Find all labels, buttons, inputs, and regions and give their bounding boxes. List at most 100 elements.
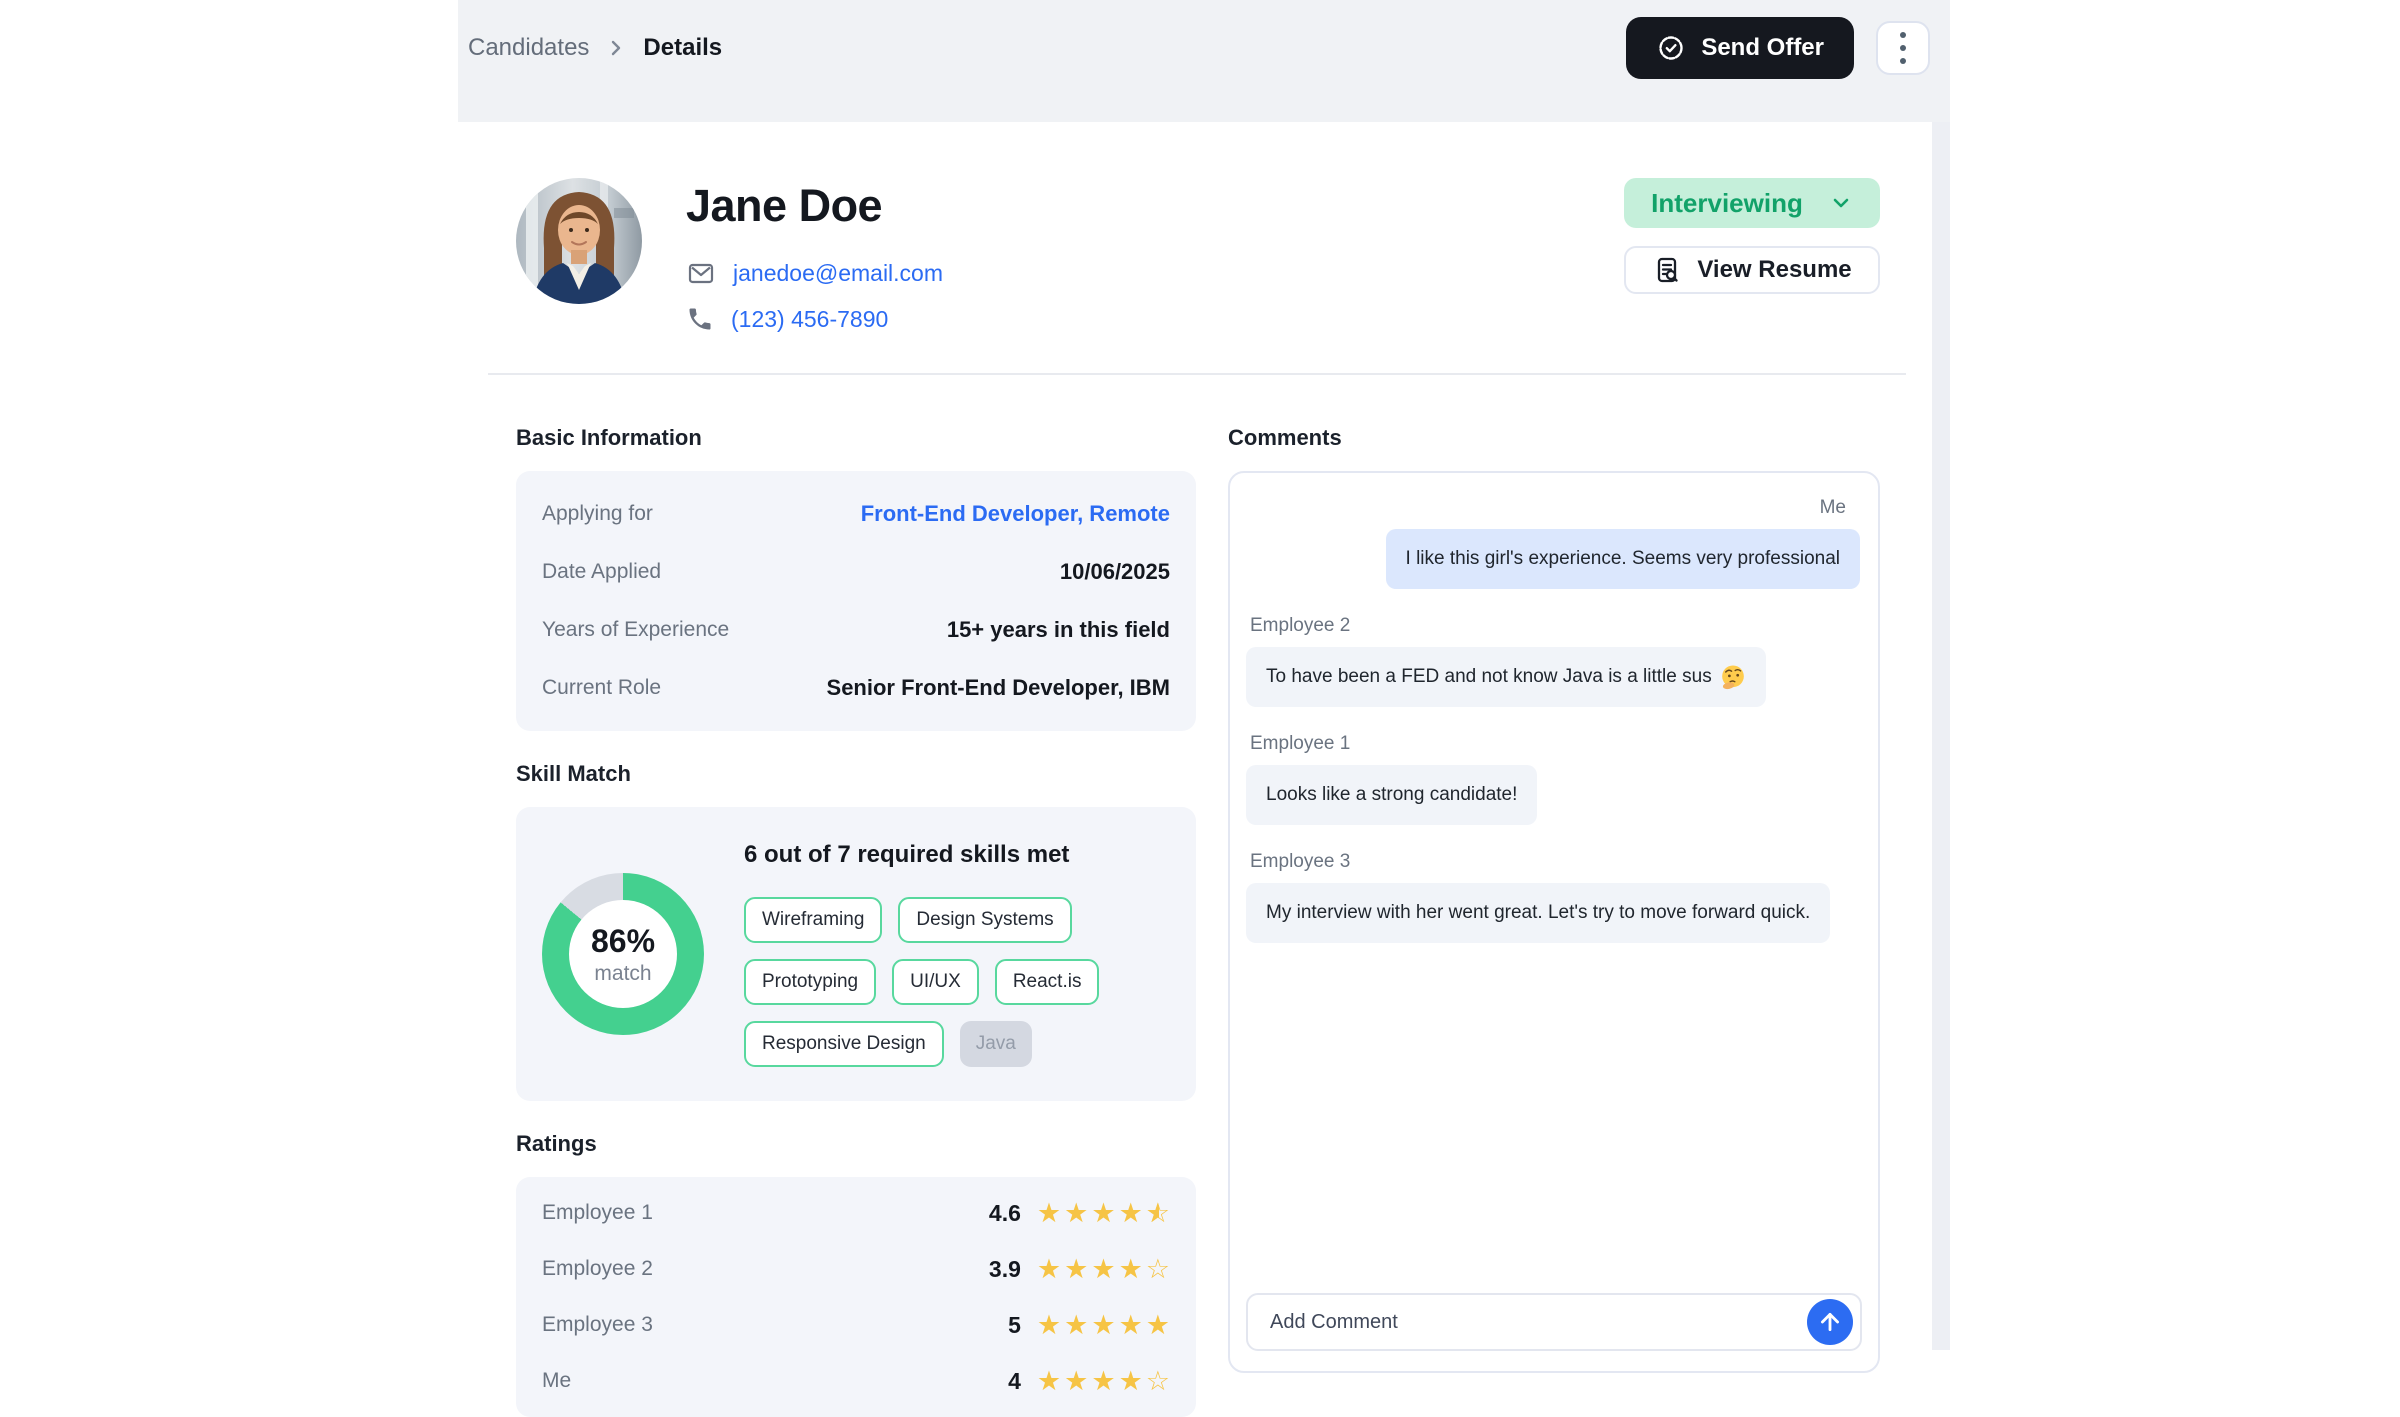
rater-name: Employee 1 — [542, 1201, 653, 1224]
info-value: 15+ years in this field — [946, 617, 1170, 642]
candidate-card: Jane Doe janedoe@email.com — [458, 122, 1932, 1417]
applying-for-link[interactable]: Front-End Developer, Remote — [860, 501, 1170, 526]
skill-match-donut: 86% match — [542, 873, 704, 1035]
phone-link[interactable]: (123) 456-7890 — [731, 305, 889, 332]
left-column: Basic Information Applying for Front-End… — [516, 425, 1196, 1417]
skill-chip: Wireframing — [744, 897, 883, 943]
view-resume-button[interactable]: View Resume — [1624, 246, 1880, 294]
profile-section: Jane Doe janedoe@email.com — [516, 122, 1880, 333]
skill-chip: Responsive Design — [744, 1021, 944, 1067]
donut-center: 86% match — [569, 900, 677, 1008]
star-rating: ★ ★ ★ ★ ☆ — [1036, 1365, 1170, 1396]
basic-info-title: Basic Information — [516, 425, 702, 450]
info-label: Date Applied — [542, 560, 662, 583]
breadcrumb-details: Details — [643, 34, 723, 61]
comment-input-row — [1246, 1293, 1862, 1351]
comment-bubble: My interview with her went great. Let's … — [1246, 883, 1831, 943]
email-link[interactable]: janedoe@email.com — [733, 259, 944, 286]
content-shell: Candidates Details Send Offer — [458, 0, 1950, 1417]
resume-search-icon — [1652, 255, 1682, 285]
status-dropdown[interactable]: Interviewing — [1624, 178, 1880, 228]
page-header: Candidates Details Send Offer — [458, 0, 1950, 122]
comment-text: My interview with her went great. Let's … — [1266, 902, 1811, 923]
rating-row: Me 4 ★ ★ ★ ★ ☆ — [542, 1353, 1170, 1409]
ratings-panel: Employee 1 4.6 ★ ★ ★ ★ ★ ☆ Employee 2 3.9 ★ ★ ★ ★ ☆… — [516, 1177, 1196, 1417]
comment-bubble: To have been a FED and not know Java is … — [1246, 647, 1766, 707]
arrow-up-icon — [1817, 1309, 1843, 1335]
comment-text: Looks like a strong candidate! — [1266, 784, 1518, 805]
add-comment-input[interactable] — [1246, 1293, 1862, 1351]
skill-match-panel: 86% match 6 out of 7 required skills met… — [516, 807, 1196, 1101]
skill-chip: React.is — [994, 959, 1100, 1005]
info-row-date-applied: Date Applied 10/06/2025 — [542, 543, 1170, 601]
content-columns: Basic Information Applying for Front-End… — [516, 425, 1880, 1417]
send-offer-label: Send Offer — [1701, 34, 1824, 61]
ratings-title: Ratings — [516, 1131, 597, 1156]
rating-value: 4.6 — [988, 1199, 1021, 1226]
info-row-experience: Years of Experience 15+ years in this fi… — [542, 601, 1170, 659]
info-label: Years of Experience — [542, 618, 730, 641]
breadcrumb-candidates[interactable]: Candidates — [468, 34, 590, 61]
view-resume-label: View Resume — [1697, 256, 1852, 283]
chevron-down-icon — [1829, 191, 1853, 215]
rating-value: 5 — [1008, 1311, 1021, 1338]
match-percent: 86% — [590, 922, 656, 959]
skill-chip: Prototyping — [744, 959, 877, 1005]
mail-icon — [686, 258, 716, 288]
kebab-dot — [1900, 32, 1906, 38]
more-options-button[interactable] — [1876, 21, 1930, 75]
rater-name: Me — [542, 1369, 572, 1392]
comments-panel: Me I like this girl's experience. Seems … — [1228, 471, 1880, 1373]
comment-author: Employee 3 — [1250, 851, 1351, 872]
skill-match-title: Skill Match — [516, 761, 631, 786]
skill-chip: UI/UX — [892, 959, 979, 1005]
skill-details: 6 out of 7 required skills met Wireframi… — [744, 841, 1170, 1067]
page-scrollbar[interactable] — [1932, 0, 1950, 1350]
breadcrumb: Candidates Details — [468, 34, 722, 62]
send-comment-button[interactable] — [1807, 1299, 1853, 1345]
rater-name: Employee 2 — [542, 1257, 653, 1280]
email-row: janedoe@email.com — [686, 258, 943, 288]
basic-info-panel: Applying for Front-End Developer, Remote… — [516, 471, 1196, 731]
star-rating: ★ ★ ★ ★ ★ ☆ — [1036, 1197, 1170, 1228]
match-sublabel: match — [594, 961, 652, 985]
header-actions: Send Offer — [1626, 17, 1930, 79]
thinking-emoji — [1720, 664, 1746, 690]
skill-chip-missing: Java — [959, 1021, 1032, 1067]
rating-row: Employee 3 5 ★ ★ ★ ★ ★ — [542, 1297, 1170, 1353]
comment-text: I like this girl's experience. Seems ver… — [1405, 548, 1840, 569]
comment-author-me: Me — [1819, 497, 1846, 518]
star-rating: ★ ★ ★ ★ ☆ — [1036, 1253, 1170, 1284]
candidate-name: Jane Doe — [686, 180, 883, 231]
comments-title: Comments — [1228, 425, 1342, 450]
phone-icon — [686, 305, 714, 333]
profile-actions: Interviewing View Resume — [1624, 178, 1880, 294]
skill-chips: Wireframing Design Systems Prototyping U… — [744, 897, 1170, 1067]
skill-chip: Design Systems — [898, 897, 1072, 943]
breadcrumb-chevron-icon — [604, 36, 628, 60]
badge-check-icon — [1656, 33, 1686, 63]
info-row-applying-for: Applying for Front-End Developer, Remote — [542, 485, 1170, 543]
send-offer-button[interactable]: Send Offer — [1626, 17, 1854, 79]
phone-row: (123) 456-7890 — [686, 305, 943, 333]
profile-info: Jane Doe janedoe@email.com — [686, 178, 943, 333]
rater-name: Employee 3 — [542, 1313, 653, 1336]
skills-met-headline: 6 out of 7 required skills met — [744, 841, 1070, 868]
right-column: Comments Me I like this girl's experienc… — [1228, 425, 1880, 1373]
comment-author: Employee 2 — [1250, 615, 1351, 636]
info-label: Applying for — [542, 502, 653, 525]
rating-value: 3.9 — [988, 1255, 1021, 1282]
rating-row: Employee 1 4.6 ★ ★ ★ ★ ★ ☆ — [542, 1185, 1170, 1241]
comment-text: To have been a FED and not know Java is … — [1266, 666, 1712, 687]
avatar — [516, 178, 642, 304]
star-rating: ★ ★ ★ ★ ★ — [1036, 1309, 1170, 1340]
info-row-current-role: Current Role Senior Front-End Developer,… — [542, 659, 1170, 717]
rating-value: 4 — [1008, 1367, 1021, 1394]
info-label: Current Role — [542, 676, 662, 699]
info-value: Senior Front-End Developer, IBM — [826, 675, 1170, 700]
comment-bubble: Looks like a strong candidate! — [1246, 765, 1538, 825]
kebab-dot — [1900, 45, 1906, 51]
comment-bubble-self: I like this girl's experience. Seems ver… — [1385, 529, 1860, 589]
rating-row: Employee 2 3.9 ★ ★ ★ ★ ☆ — [542, 1241, 1170, 1297]
kebab-dot — [1900, 58, 1906, 64]
